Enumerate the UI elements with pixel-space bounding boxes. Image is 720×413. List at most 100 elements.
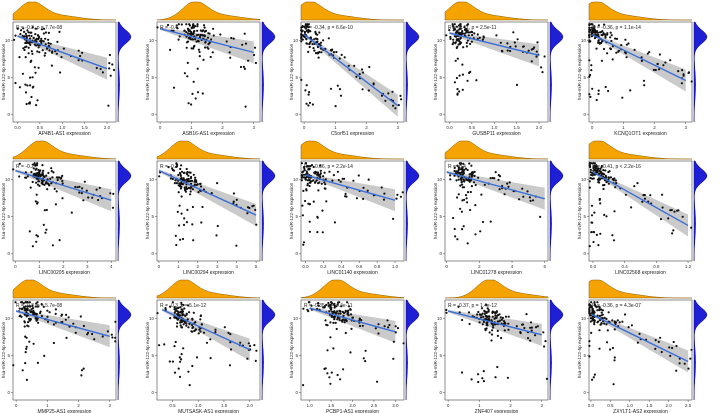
data-point <box>600 41 603 45</box>
data-point <box>300 33 303 36</box>
data-point <box>43 354 46 357</box>
data-point <box>588 344 591 347</box>
data-point <box>39 310 42 313</box>
x-tick-label: 4 <box>110 264 113 269</box>
data-point <box>74 185 77 189</box>
data-point <box>82 199 85 202</box>
data-point <box>65 313 68 316</box>
data-point <box>311 43 314 46</box>
data-point <box>454 42 457 45</box>
data-point <box>654 339 657 342</box>
data-point <box>456 88 459 91</box>
data-point <box>302 243 305 246</box>
data-point <box>171 301 174 304</box>
data-point <box>606 52 609 55</box>
data-point <box>498 175 502 178</box>
data-point <box>79 315 82 318</box>
data-point <box>163 343 166 346</box>
data-point <box>191 330 194 333</box>
data-point <box>47 183 51 186</box>
data-point <box>588 340 591 343</box>
data-point <box>42 223 45 226</box>
data-point <box>186 75 189 78</box>
data-point <box>65 336 68 339</box>
data-point <box>18 175 21 178</box>
data-point <box>610 34 613 37</box>
data-point <box>114 336 117 339</box>
top-marginal-density <box>588 140 692 160</box>
data-point <box>638 332 641 335</box>
data-point <box>316 172 319 175</box>
data-point <box>590 23 593 26</box>
data-point <box>185 178 189 181</box>
data-point <box>399 195 402 198</box>
data-point <box>34 163 37 166</box>
data-point <box>164 307 167 310</box>
y-tick-label: 5 <box>583 353 586 358</box>
side-marginal-density <box>549 299 564 401</box>
plot-area <box>12 299 117 401</box>
data-point <box>323 171 326 174</box>
data-point <box>315 37 318 40</box>
data-point <box>445 308 448 312</box>
data-point <box>190 47 193 50</box>
data-point <box>42 32 46 35</box>
x-axis-label: LINC00294 expression <box>183 270 234 276</box>
data-point <box>661 193 664 196</box>
data-point <box>315 179 318 182</box>
data-point <box>309 181 312 184</box>
confidence-band <box>448 309 542 346</box>
data-point <box>456 238 459 241</box>
data-point <box>25 102 28 106</box>
data-point <box>344 192 347 195</box>
data-point <box>182 347 185 350</box>
data-point <box>52 323 56 326</box>
data-point <box>307 25 310 29</box>
data-point <box>590 69 593 72</box>
data-point <box>32 85 35 88</box>
correlation-annotation: R = -0.3, p = 5.7e-08 <box>16 303 62 309</box>
data-point <box>597 24 600 27</box>
data-point <box>179 311 182 314</box>
data-point <box>592 231 596 234</box>
data-point <box>309 165 312 168</box>
data-point <box>448 29 451 32</box>
data-point <box>175 182 178 185</box>
data-point <box>596 178 600 181</box>
data-point <box>461 30 464 33</box>
x-tick-label: 2.0 <box>104 125 111 130</box>
data-point <box>24 171 27 174</box>
data-point <box>23 325 26 328</box>
data-point <box>523 326 526 330</box>
data-point <box>20 29 23 32</box>
data-point <box>624 193 627 196</box>
x-tick-label: 1.2 <box>685 264 692 269</box>
correlation-annotation: R = -0.34, p = 6.6e-10 <box>304 25 353 31</box>
data-point <box>188 171 191 174</box>
data-point <box>471 33 474 37</box>
data-point <box>158 344 161 347</box>
confidence-band <box>160 27 254 64</box>
data-point <box>593 164 596 167</box>
data-point <box>108 67 111 70</box>
data-point <box>182 323 185 326</box>
data-point <box>588 164 591 167</box>
data-point <box>461 73 464 76</box>
data-point <box>643 197 647 200</box>
data-point <box>47 42 50 45</box>
data-point <box>333 306 336 309</box>
data-point <box>449 37 452 41</box>
data-point <box>255 223 258 226</box>
data-point <box>345 195 348 198</box>
data-point <box>304 199 307 203</box>
data-point <box>36 361 40 364</box>
correlation-annotation: R = -0.4 <box>160 25 178 31</box>
data-point <box>37 321 40 324</box>
data-point <box>180 23 183 26</box>
data-point <box>473 174 476 177</box>
data-point <box>201 205 204 209</box>
data-point <box>470 164 473 167</box>
data-point <box>312 47 315 50</box>
